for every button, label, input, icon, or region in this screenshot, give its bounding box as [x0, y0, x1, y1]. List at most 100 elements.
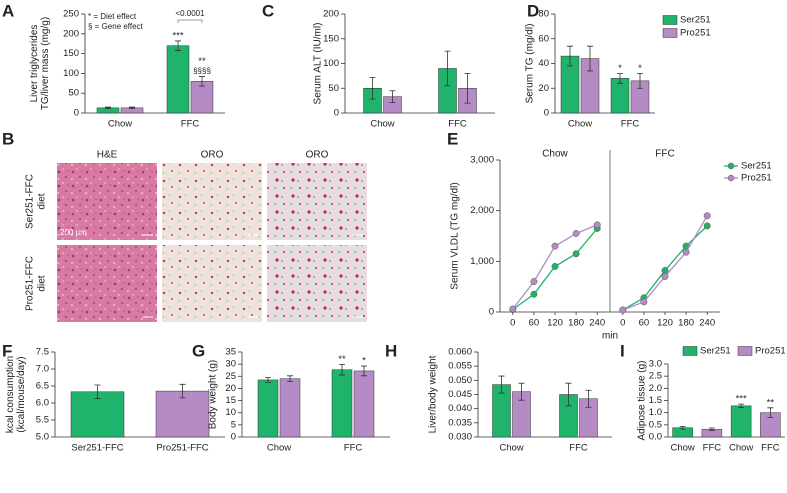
x-tick-label: FFC — [448, 119, 467, 130]
y-tick-label: 7.5 — [36, 347, 49, 358]
facet-title: Chow — [542, 149, 568, 160]
histology-image — [267, 163, 367, 240]
significance-label: * — [362, 356, 366, 367]
panel-letter: H — [385, 341, 397, 360]
point — [703, 212, 711, 220]
y-tick-label: 0 — [74, 108, 79, 119]
x-tick-label: 240 — [589, 318, 605, 329]
x-tick-label: 0 — [620, 318, 625, 329]
y-tick-label: 0.060 — [448, 347, 472, 358]
point — [619, 306, 627, 314]
panel-letter: G — [192, 341, 205, 360]
significance-label: *** — [172, 30, 183, 41]
y-tick-label: 0 — [544, 108, 549, 119]
y-axis-label: Adipose tissue (g) — [637, 360, 648, 440]
y-tick-label: 150 — [63, 48, 79, 59]
x-tick-label: Chow — [267, 443, 291, 454]
bar — [155, 390, 210, 438]
x-tick-label: 120 — [547, 318, 563, 329]
x-tick-label: FFC — [703, 443, 722, 454]
y-tick-label: 80 — [538, 9, 549, 20]
y-tick-label: 0.030 — [448, 432, 472, 443]
panel-letter: I — [620, 341, 625, 360]
error-bar — [389, 90, 396, 104]
y-tick-label: 15 — [225, 395, 236, 406]
x-tick-label: 180 — [678, 318, 694, 329]
bar — [331, 369, 353, 438]
y-tick-label: 0.040 — [448, 403, 472, 414]
scale-bar-label: 200 µm — [60, 228, 87, 237]
legend-label: Pro251 — [755, 346, 786, 357]
y-tick-label: 20 — [225, 383, 236, 394]
x-tick-label: Pro251-FFC — [156, 443, 208, 454]
x-axis-label: min — [602, 331, 618, 342]
bar — [257, 379, 279, 438]
y-tick-label: 0.055 — [448, 361, 472, 372]
error-bar — [105, 106, 111, 110]
point — [530, 278, 538, 286]
y-tick-label: 20 — [538, 83, 549, 94]
bracket — [177, 19, 203, 23]
y-tick-label: 0 — [489, 307, 494, 318]
y-tick-label: 100 — [63, 68, 79, 79]
histology-image — [57, 163, 157, 240]
legend-marker — [727, 174, 735, 182]
y-axis-label: Serum VLDL (TG mg/dl) — [450, 182, 461, 289]
y-tick-label: 10 — [225, 407, 236, 418]
error-bar — [637, 73, 643, 89]
row-label: Pro251-FFC — [25, 256, 36, 311]
y-tick-label: 60 — [538, 33, 549, 44]
error-bar — [617, 73, 623, 84]
error-bar — [587, 45, 593, 72]
x-tick-label: Chow — [729, 443, 753, 454]
point — [661, 267, 669, 274]
x-tick-label: FFC — [569, 443, 588, 454]
legend-label: Ser251 — [680, 15, 711, 26]
y-tick-label: 0 — [231, 432, 236, 443]
error-bar — [567, 45, 573, 67]
column-header: H&E — [97, 150, 118, 161]
bar — [279, 378, 301, 438]
y-tick-label: 3,000 — [470, 155, 494, 166]
y-tick-label: 35 — [225, 347, 236, 358]
y-tick-label: 2,000 — [470, 205, 494, 216]
error-bar — [585, 389, 592, 408]
significance-label: *** — [736, 394, 747, 405]
panel-letter: D — [527, 1, 539, 20]
legend-label: Pro251 — [680, 28, 711, 39]
column-header: ORO — [306, 150, 329, 161]
row-label: diet — [37, 193, 48, 209]
significance-label: ** — [198, 56, 206, 67]
y-tick-label: 40 — [538, 58, 549, 69]
error-bar — [444, 50, 451, 87]
y-tick-label: 6.5 — [36, 381, 49, 392]
significance-label: ** — [767, 397, 775, 408]
y-tick-label: 100 — [323, 58, 339, 69]
bracket-label: <0.0001 — [175, 9, 205, 18]
error-bar — [679, 426, 686, 430]
error-bar — [287, 375, 293, 383]
legend-swatch — [682, 346, 698, 356]
panel-letter: B — [2, 129, 14, 148]
y-tick-label: 7.0 — [36, 364, 49, 375]
error-bar — [767, 407, 774, 418]
x-tick-label: FFC — [344, 443, 363, 454]
legend-label: Ser251 — [700, 346, 731, 357]
error-bar — [738, 403, 745, 408]
y-tick-label: 1.0 — [649, 407, 662, 418]
significance-label: ** — [338, 354, 346, 365]
error-bar — [708, 427, 715, 431]
histology-image — [162, 245, 262, 322]
x-tick-label: 60 — [529, 318, 540, 329]
error-bar — [179, 383, 186, 399]
x-tick-label: Ser251-FFC — [71, 443, 123, 454]
y-tick-label: 3.0 — [649, 359, 662, 370]
error-bar — [199, 76, 205, 87]
point — [530, 290, 538, 298]
x-tick-label: FFC — [621, 119, 640, 130]
x-tick-label: Chow — [499, 443, 523, 454]
panel-letter: F — [2, 341, 12, 360]
legend-label: Pro251 — [741, 173, 772, 184]
x-tick-label: 180 — [568, 318, 584, 329]
